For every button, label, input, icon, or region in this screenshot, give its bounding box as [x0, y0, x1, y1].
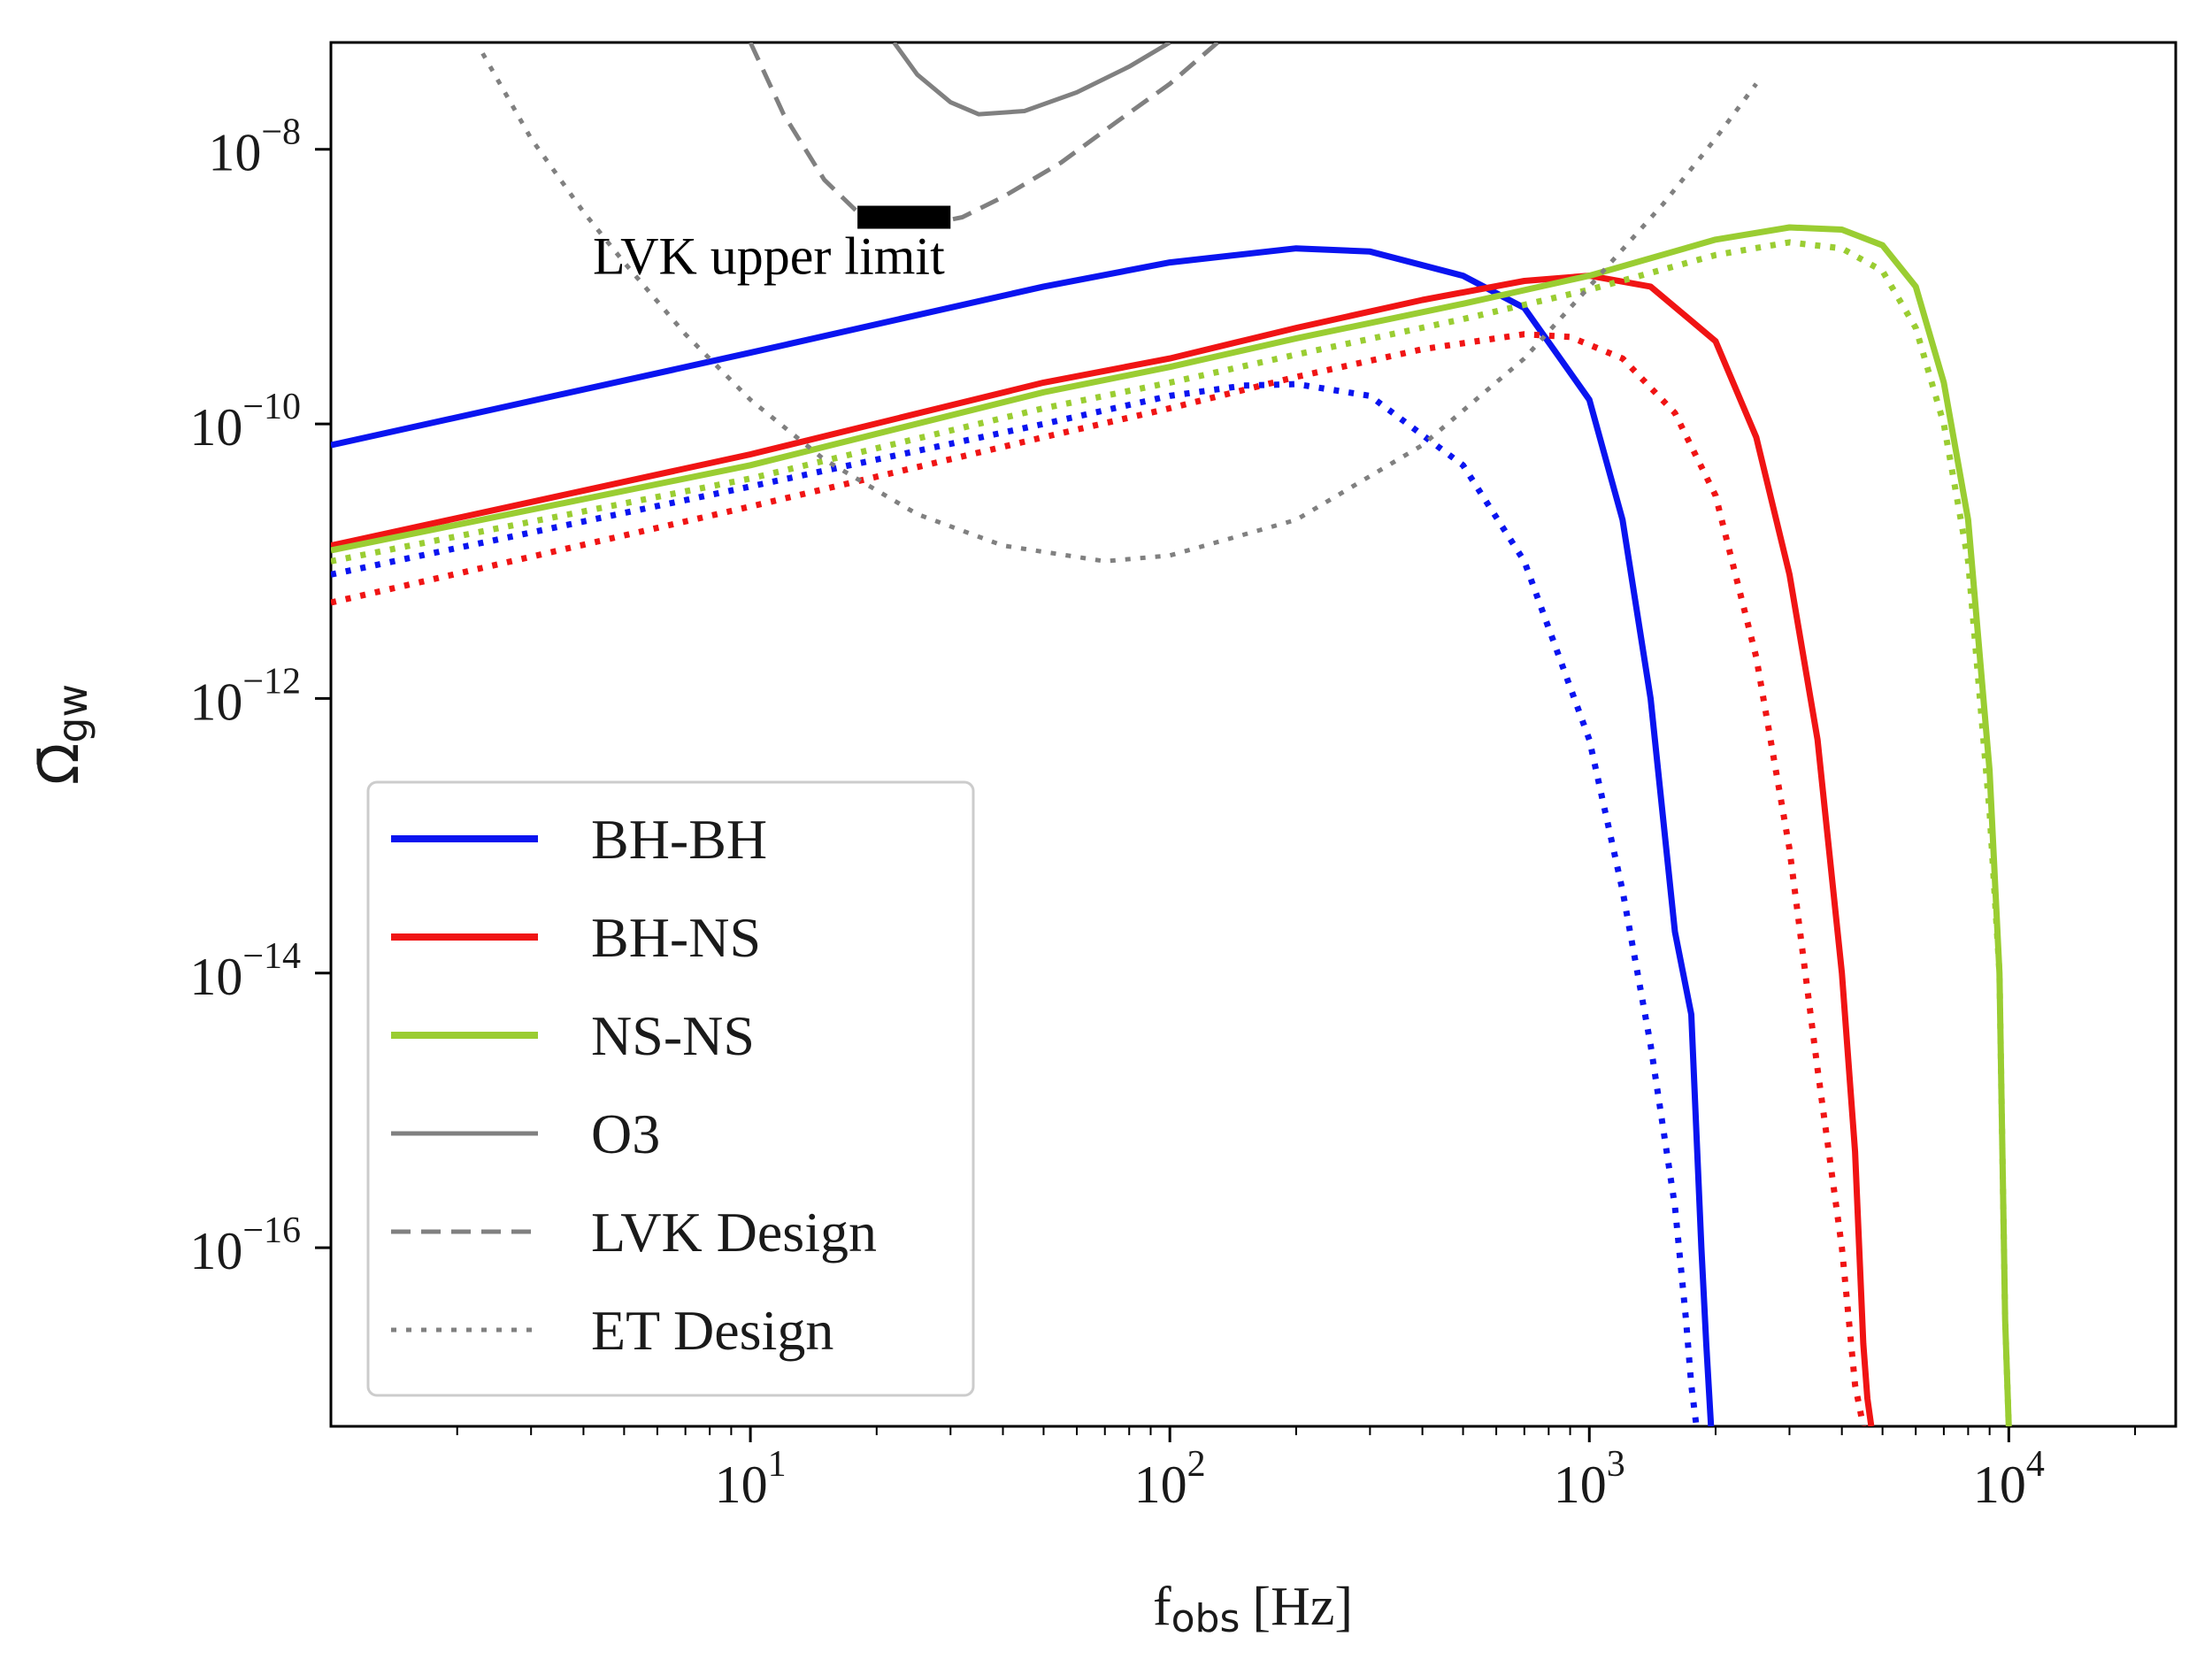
legend-label-ns-ns: NS-NS: [591, 1004, 755, 1067]
series-ns-ns-dotted-line: [331, 239, 2012, 1426]
y-tick-label-exp: −14: [242, 936, 301, 977]
series-ns-ns-solid-line: [331, 224, 2012, 1426]
x-axis-label: fobs [Hz]: [1153, 1577, 1353, 1641]
series-et-design-dotted-line: [480, 52, 1758, 564]
x-tick-label-base: 10: [1134, 1456, 1187, 1514]
x-tick-label-exp: 2: [1187, 1444, 1206, 1485]
legend: BH-BH BH-NS NS-NS O3 LVK Design ET Design: [366, 780, 975, 1397]
x-axis-label-sub: obs: [1171, 1596, 1240, 1641]
y-tick-label: 10−8: [208, 112, 301, 182]
x-axis-label-main: f: [1153, 1577, 1171, 1637]
legend-label-o3: O3: [591, 1102, 660, 1165]
lvk-upper-limit-label: LVK upper limit: [593, 227, 945, 286]
x-tick-label: 101: [715, 1444, 787, 1514]
x-tick-label: 102: [1134, 1444, 1206, 1514]
legend-label-bh-ns: BH-NS: [591, 906, 761, 969]
x-axis-ticks: 101 102 103 104: [715, 1426, 2045, 1514]
series-o3-solid-line: [892, 42, 1171, 117]
series-bh-ns-solid-line: [331, 273, 1875, 1426]
annotation-layer: LVK upper limit: [593, 205, 951, 286]
series-layer: [331, 42, 2012, 1426]
lvk-upper-limit-bar: [857, 205, 951, 229]
x-tick-label-exp: 3: [1607, 1444, 1625, 1485]
x-tick-label: 103: [1554, 1444, 1625, 1514]
y-tick-label-exp: −8: [261, 112, 301, 153]
y-tick-label: 10−16: [189, 1210, 301, 1280]
y-axis-label-sub: gw: [49, 684, 96, 743]
y-tick-label-base: 10: [189, 948, 242, 1006]
minor-ticks: [456, 1426, 2137, 1435]
y-tick-label-exp: −16: [242, 1210, 301, 1251]
y-tick-label-exp: −12: [242, 661, 301, 702]
y-tick-label: 10−14: [189, 936, 301, 1006]
x-tick-label-base: 10: [715, 1456, 768, 1514]
legend-label-et-design: ET Design: [591, 1299, 833, 1362]
x-tick-label-base: 10: [1554, 1456, 1607, 1514]
x-tick-label-base: 10: [1973, 1456, 2026, 1514]
legend-label-lvk-design: LVK Design: [591, 1201, 877, 1264]
y-axis-label-main: Ω̄: [27, 743, 91, 785]
y-tick-label-base: 10: [189, 1222, 242, 1280]
x-tick-label-exp: 4: [2026, 1444, 2045, 1485]
x-axis-label-unit: [Hz]: [1252, 1577, 1353, 1637]
y-tick-label-exp: −10: [242, 387, 301, 427]
y-tick-label-base: 10: [189, 398, 242, 457]
series-bh-ns-dotted-line: [331, 331, 1867, 1426]
y-axis-label: Ω̄gw: [27, 684, 96, 785]
y-tick-label: 10−10: [189, 387, 301, 457]
x-tick-label-exp: 1: [768, 1444, 787, 1485]
y-tick-label: 10−12: [189, 661, 301, 731]
y-tick-label-base: 10: [189, 672, 242, 731]
series-bh-bh-solid-line: [331, 245, 1715, 1426]
x-tick-label: 104: [1973, 1444, 2045, 1514]
legend-label-bh-bh: BH-BH: [591, 808, 767, 871]
y-tick-label-base: 10: [208, 124, 261, 182]
